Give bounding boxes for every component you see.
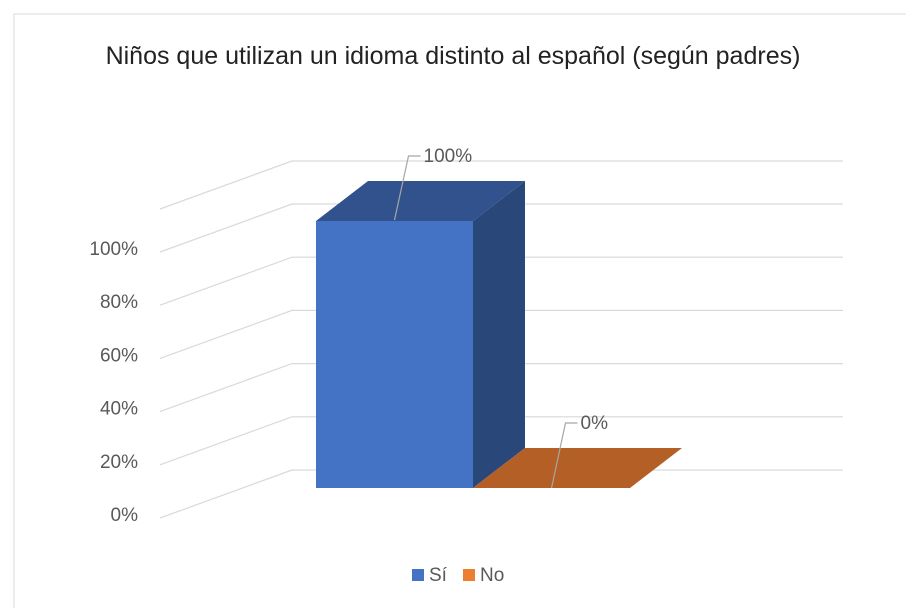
y-tick-label: 60% <box>100 345 138 366</box>
y-tick-label: 0% <box>111 505 139 526</box>
wall-edge <box>159 160 843 210</box>
y-tick-label: 80% <box>100 292 138 313</box>
data-label: 100% <box>424 146 473 167</box>
y-tick-label: 100% <box>89 239 138 260</box>
bars: 100% 0% <box>316 146 682 489</box>
data-label: 0% <box>581 413 609 434</box>
grid-line <box>159 416 843 466</box>
chart-title: Niños que utilizan un idioma distinto al… <box>105 42 801 70</box>
bar <box>316 221 473 488</box>
grid-line <box>159 309 843 359</box>
grid-line <box>159 256 843 306</box>
y-tick-label: 20% <box>100 452 138 473</box>
y-tick-label: 40% <box>100 399 138 420</box>
legend-label: Sí <box>429 565 448 586</box>
leader-line <box>393 155 421 221</box>
grid-line <box>159 469 843 519</box>
legend-swatch <box>412 569 424 581</box>
legend-label: No <box>480 565 504 586</box>
grid-line <box>159 363 843 413</box>
bar-side <box>473 181 525 488</box>
legend-swatch <box>463 569 475 581</box>
grid-line <box>159 203 843 253</box>
bar-top <box>473 448 682 488</box>
bar-top <box>316 181 525 221</box>
leader-line <box>550 422 578 489</box>
grid <box>159 160 843 519</box>
